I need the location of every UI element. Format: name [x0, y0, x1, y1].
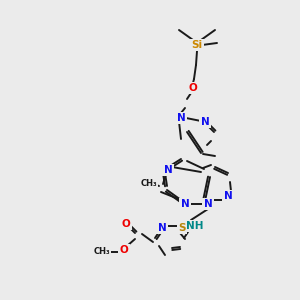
Text: N: N: [177, 113, 185, 123]
Text: O: O: [120, 245, 128, 255]
Text: S: S: [178, 223, 186, 233]
Text: O: O: [189, 83, 197, 93]
Text: N: N: [224, 191, 232, 201]
Text: Si: Si: [191, 40, 203, 50]
Text: NH: NH: [186, 221, 204, 231]
Text: N: N: [164, 165, 172, 175]
Text: N: N: [158, 223, 166, 233]
Text: CH₃: CH₃: [141, 179, 157, 188]
Text: O: O: [122, 219, 130, 229]
Text: CH₃: CH₃: [94, 248, 110, 256]
Text: N: N: [204, 199, 212, 209]
Text: N: N: [181, 199, 189, 209]
Text: N: N: [201, 117, 209, 127]
